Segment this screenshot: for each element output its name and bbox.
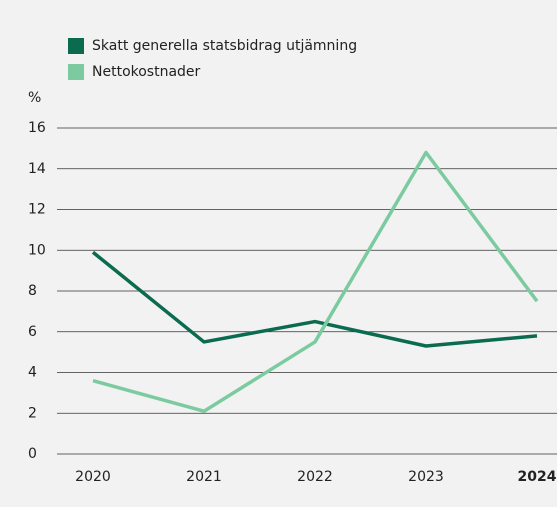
legend-label: Skatt generella statsbidrag utjämning [92,38,357,54]
line-series [92,150,539,413]
y-tick-label: 0 [28,446,37,462]
y-tick-label: 2 [28,405,37,421]
line-series [91,250,538,348]
legend-label: Nettokostnader [92,64,201,80]
x-tick-label: 2024 [518,469,557,485]
legend-swatch [68,64,84,80]
y-tick-label: 6 [28,324,37,340]
x-tick-label: 2020 [75,469,111,485]
x-tick-label: 2022 [297,469,333,485]
y-tick-label: 4 [28,365,37,381]
y-tick-label: 10 [28,242,46,258]
x-tick-label: 2023 [408,469,444,485]
x-tick-label: 2021 [186,469,222,485]
legend-swatch [68,38,84,54]
y-tick-label: 8 [28,283,37,299]
y-tick-label: 16 [28,120,46,136]
y-tick-label: 12 [28,202,46,218]
y-unit-label: % [28,90,41,106]
y-tick-label: 14 [28,161,46,177]
